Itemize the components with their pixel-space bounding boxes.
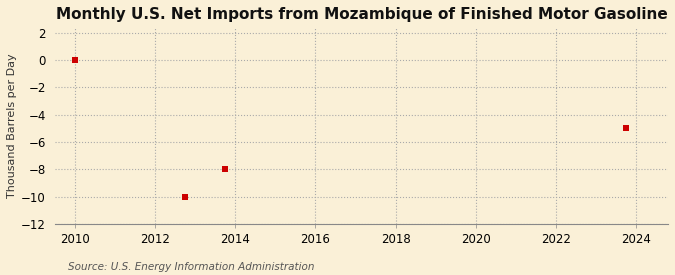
Y-axis label: Thousand Barrels per Day: Thousand Barrels per Day bbox=[7, 53, 17, 198]
Title: Monthly U.S. Net Imports from Mozambique of Finished Motor Gasoline: Monthly U.S. Net Imports from Mozambique… bbox=[55, 7, 668, 22]
Text: Source: U.S. Energy Information Administration: Source: U.S. Energy Information Administ… bbox=[68, 262, 314, 272]
